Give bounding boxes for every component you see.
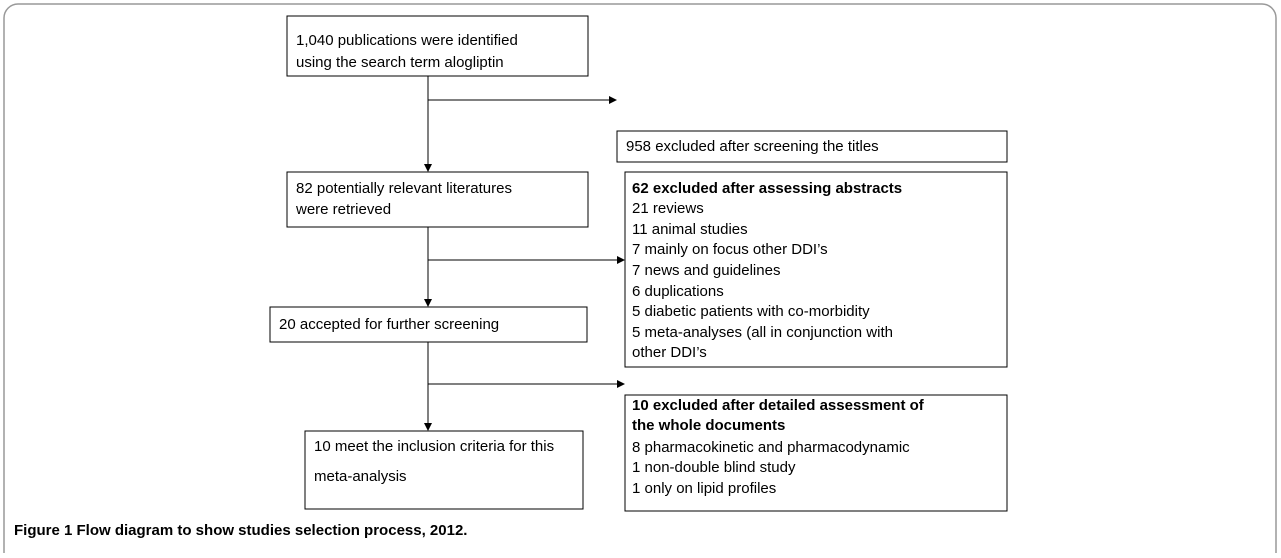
node-text: 1,040 publications were identified [296, 32, 518, 49]
node-text: 7 mainly on focus other DDI’s [632, 241, 828, 258]
node-text: 958 excluded after screening the titles [626, 138, 879, 155]
node-text: 11 animal studies [632, 221, 748, 238]
frame [3, 3, 1277, 558]
node-text: 5 diabetic patients with co-morbidity [632, 303, 870, 320]
node-text: 21 reviews [632, 200, 704, 217]
node: 958 excluded after screening the titles [616, 130, 1008, 163]
node-title: 10 excluded after detailed assessment of [632, 397, 925, 414]
caption: Figure 1 Flow diagram to show studies se… [14, 522, 467, 539]
node-text: 6 duplications [632, 283, 724, 300]
node-text: 1 non-double blind study [632, 459, 796, 476]
node-text: 5 meta-analyses (all in conjunction with [632, 324, 893, 341]
node-text: 8 pharmacokinetic and pharmacodynamic [632, 439, 910, 456]
node-text: using the search term alogliptin [296, 54, 504, 71]
node-text: meta-analysis [314, 468, 407, 485]
node-text: were retrieved [295, 201, 391, 218]
node-text: 7 news and guidelines [632, 262, 780, 279]
connectors [424, 76, 625, 431]
node-title: 62 excluded after assessing abstracts [632, 180, 902, 197]
node: 20 accepted for further screening [269, 306, 588, 343]
node-text: 20 accepted for further screening [279, 316, 499, 333]
node-text: 82 potentially relevant literatures [296, 180, 512, 197]
node: 10 excluded after detailed assessment of… [624, 394, 1008, 512]
node: 1,040 publications were identified using… [286, 15, 589, 77]
node: 82 potentially relevant literatures were… [286, 171, 589, 228]
node-text: 10 meet the inclusion criteria for this [314, 438, 554, 455]
node: 10 meet the inclusion criteria for this … [304, 430, 584, 510]
node: 62 excluded after assessing abstracts 21… [624, 171, 1008, 368]
node-text: 1 only on lipid profiles [632, 480, 776, 497]
node-text: other DDI’s [632, 344, 707, 361]
node-title: the whole documents [632, 417, 785, 434]
